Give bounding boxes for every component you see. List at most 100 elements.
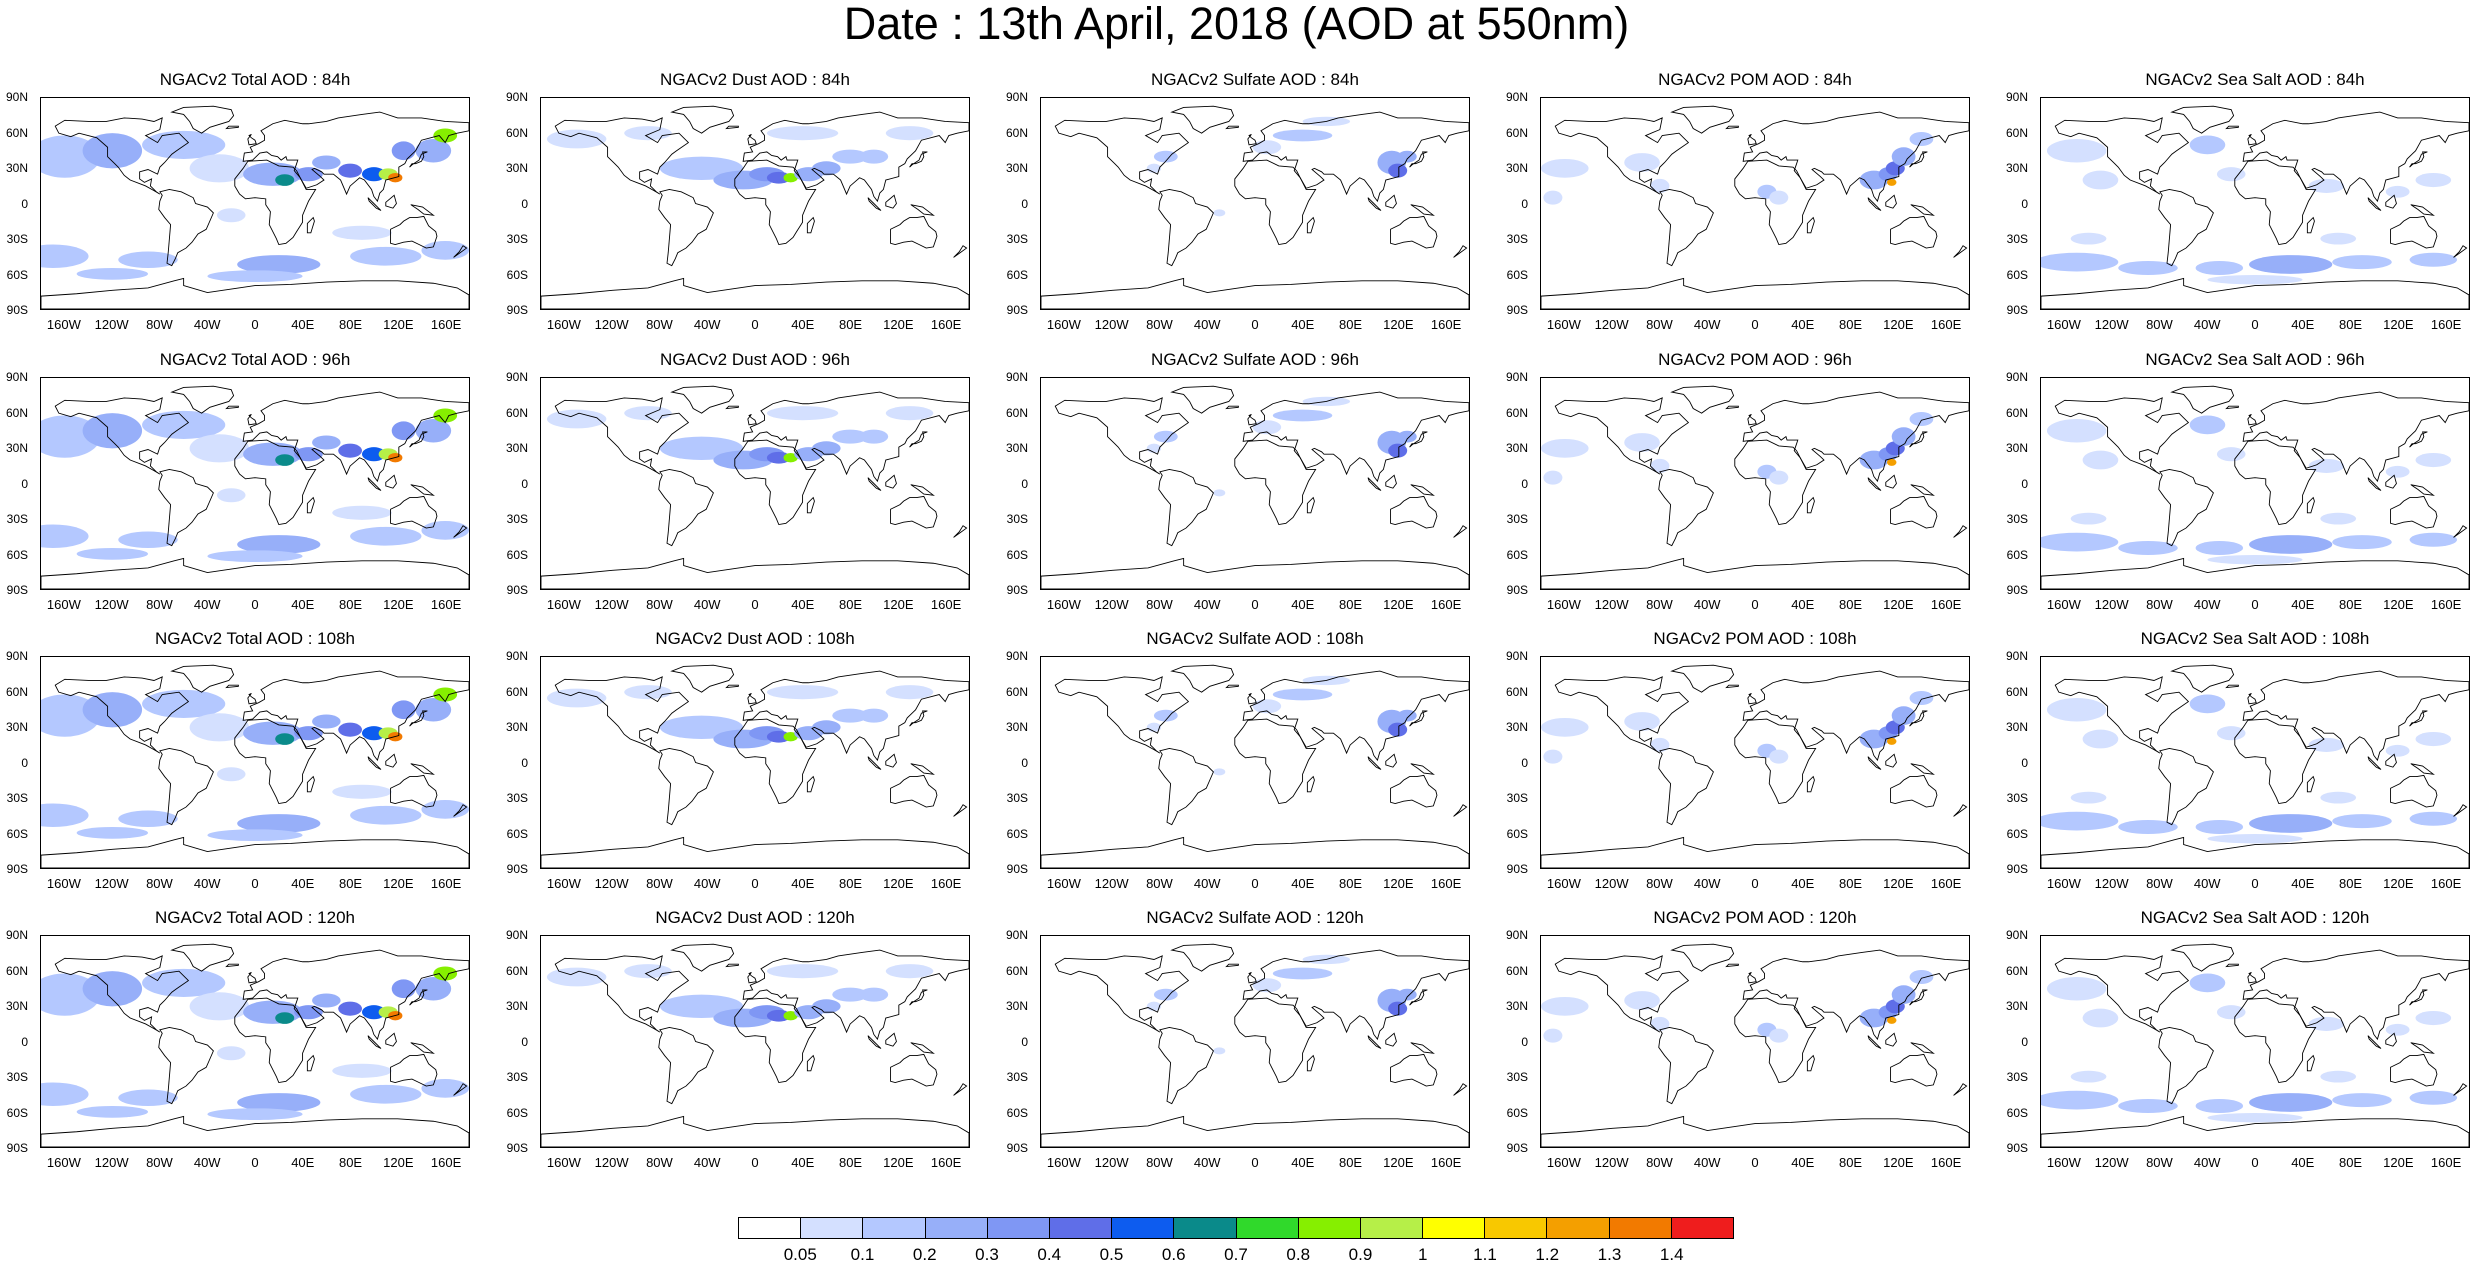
coastline (1658, 188, 1714, 267)
coastline (747, 413, 757, 426)
map-panel: NGACv2 Sulfate AOD : 108h 90N 60N 30N 0 30S 60… (1000, 629, 1470, 894)
map-canvas (41, 664, 469, 868)
coastline (1158, 188, 1214, 267)
coastline (2170, 385, 2235, 414)
aod-contour (362, 447, 386, 462)
aod-contour (2041, 532, 2119, 552)
aod-contour (885, 126, 934, 141)
aod-contour (1153, 709, 1178, 722)
coastline (1670, 105, 1735, 134)
aod-contour (2041, 252, 2119, 272)
longitude-tick-label: 160W (546, 597, 581, 612)
colorbar-swatch (1112, 1218, 1175, 1238)
latitude-tick-label: 90N (5, 928, 28, 942)
latitude-tick-label: 30N (2005, 161, 2028, 175)
aod-contour (1252, 140, 1282, 155)
aod-contour (1153, 430, 1178, 443)
aod-contour (2195, 540, 2244, 556)
coastline (1725, 963, 1739, 968)
aod-contour (2189, 135, 2226, 155)
latitude-tick-label: 0 (1521, 1034, 1528, 1049)
latitude-tick-label: 60S (6, 1105, 28, 1120)
aod-contour (332, 505, 392, 520)
latitude-tick-label: 60N (1505, 684, 1528, 699)
coastline (1885, 753, 1897, 768)
world-map (40, 97, 470, 310)
aod-contour (2082, 450, 2119, 470)
aod-contour (312, 993, 341, 1008)
coastline (953, 804, 968, 817)
coastline (1306, 216, 1315, 234)
coastline (158, 1026, 214, 1105)
aod-contour (1146, 443, 1162, 454)
aod-contour (1650, 458, 1670, 473)
latitude-tick-label: 60S (6, 826, 28, 841)
aod-contour (76, 547, 148, 560)
aod-contour (243, 162, 303, 186)
latitude-tick-label: 90N (1505, 370, 1528, 384)
map-canvas (541, 943, 969, 1147)
aod-contour (2308, 1016, 2345, 1031)
longitude-tick-label: 120E (383, 876, 414, 891)
longitude-tick-label: 120E (1383, 876, 1414, 891)
panel-title: NGACv2 Sea Salt AOD : 96h (2145, 350, 2365, 369)
longitude-tick-label: 120W (94, 876, 129, 891)
longitude-tick-label: 40W (693, 597, 721, 612)
longitude-tick-label: 120W (594, 876, 629, 891)
colorbar-swatch (1236, 1218, 1299, 1238)
aod-contour (216, 208, 246, 223)
latitude-tick-label: 60S (2006, 1105, 2028, 1120)
aod-contour (415, 419, 452, 443)
coastline (1054, 397, 1190, 475)
latitude-tick-label: 90N (5, 90, 28, 104)
coastline (54, 676, 190, 754)
map-canvas (1041, 385, 1469, 589)
longitude-tick-label: 160E (1430, 597, 1462, 612)
map-panel: NGACv2 Sea Salt AOD : 108h 90N 60N 30N 0 30S 6… (2000, 629, 2470, 894)
coastline (2041, 277, 2469, 309)
aod-contour (2070, 1070, 2107, 1083)
colorbar: 0.05 0.1 0.2 0.3 0.4 0.5 0.6 0.7 0.8 0.9 1 1.1 1.2 1.… (738, 1217, 1734, 1264)
aod-contour (1891, 427, 1916, 446)
longitude-tick-label: 40W (693, 317, 721, 332)
latitude-tick-label: 60S (506, 1105, 528, 1120)
coastline (234, 439, 317, 526)
aod-contour (41, 803, 89, 827)
coastline (1242, 111, 1469, 203)
aod-contour (294, 726, 323, 741)
coastline (1953, 525, 1968, 538)
map-canvas (1041, 664, 1469, 868)
latitude-tick-label: 30N (1505, 720, 1528, 734)
latitude-tick-label: 30S (6, 791, 28, 805)
longitude-tick-label: 80W (1146, 597, 1173, 612)
latitude-tick-label: 30S (6, 232, 28, 246)
coastline (867, 756, 882, 770)
aod-contour (421, 800, 469, 819)
aod-contour (189, 154, 250, 183)
coastline (1234, 159, 1317, 246)
colorbar-swatch (801, 1218, 864, 1238)
coastline (1806, 496, 1815, 514)
aod-contour (1397, 988, 1417, 1001)
longitude-tick-label: 40E (1291, 597, 1315, 612)
aod-contour (2216, 726, 2246, 741)
aod-contour (391, 979, 416, 999)
coastline (2390, 495, 2438, 529)
latitude-tick-label: 30N (2005, 441, 2028, 455)
aod-contour (2070, 232, 2107, 245)
longitude-tick-label: 40W (693, 876, 721, 891)
coastline (41, 277, 469, 309)
coastline (1867, 477, 1882, 491)
longitude-tick-label: 0 (1251, 876, 1259, 891)
colorbar-label: 1.4 (1659, 1245, 1684, 1264)
coastline (734, 159, 817, 246)
coastline (1953, 1083, 1968, 1096)
coastline (242, 670, 469, 762)
longitude-tick-label: 40E (791, 876, 815, 891)
coastline (890, 495, 938, 529)
latitude-tick-label: 60N (5, 684, 28, 699)
coastline (1367, 477, 1382, 491)
coastline (885, 474, 897, 489)
longitude-tick-label: 40W (1193, 1155, 1221, 1170)
aod-contour (391, 141, 416, 161)
